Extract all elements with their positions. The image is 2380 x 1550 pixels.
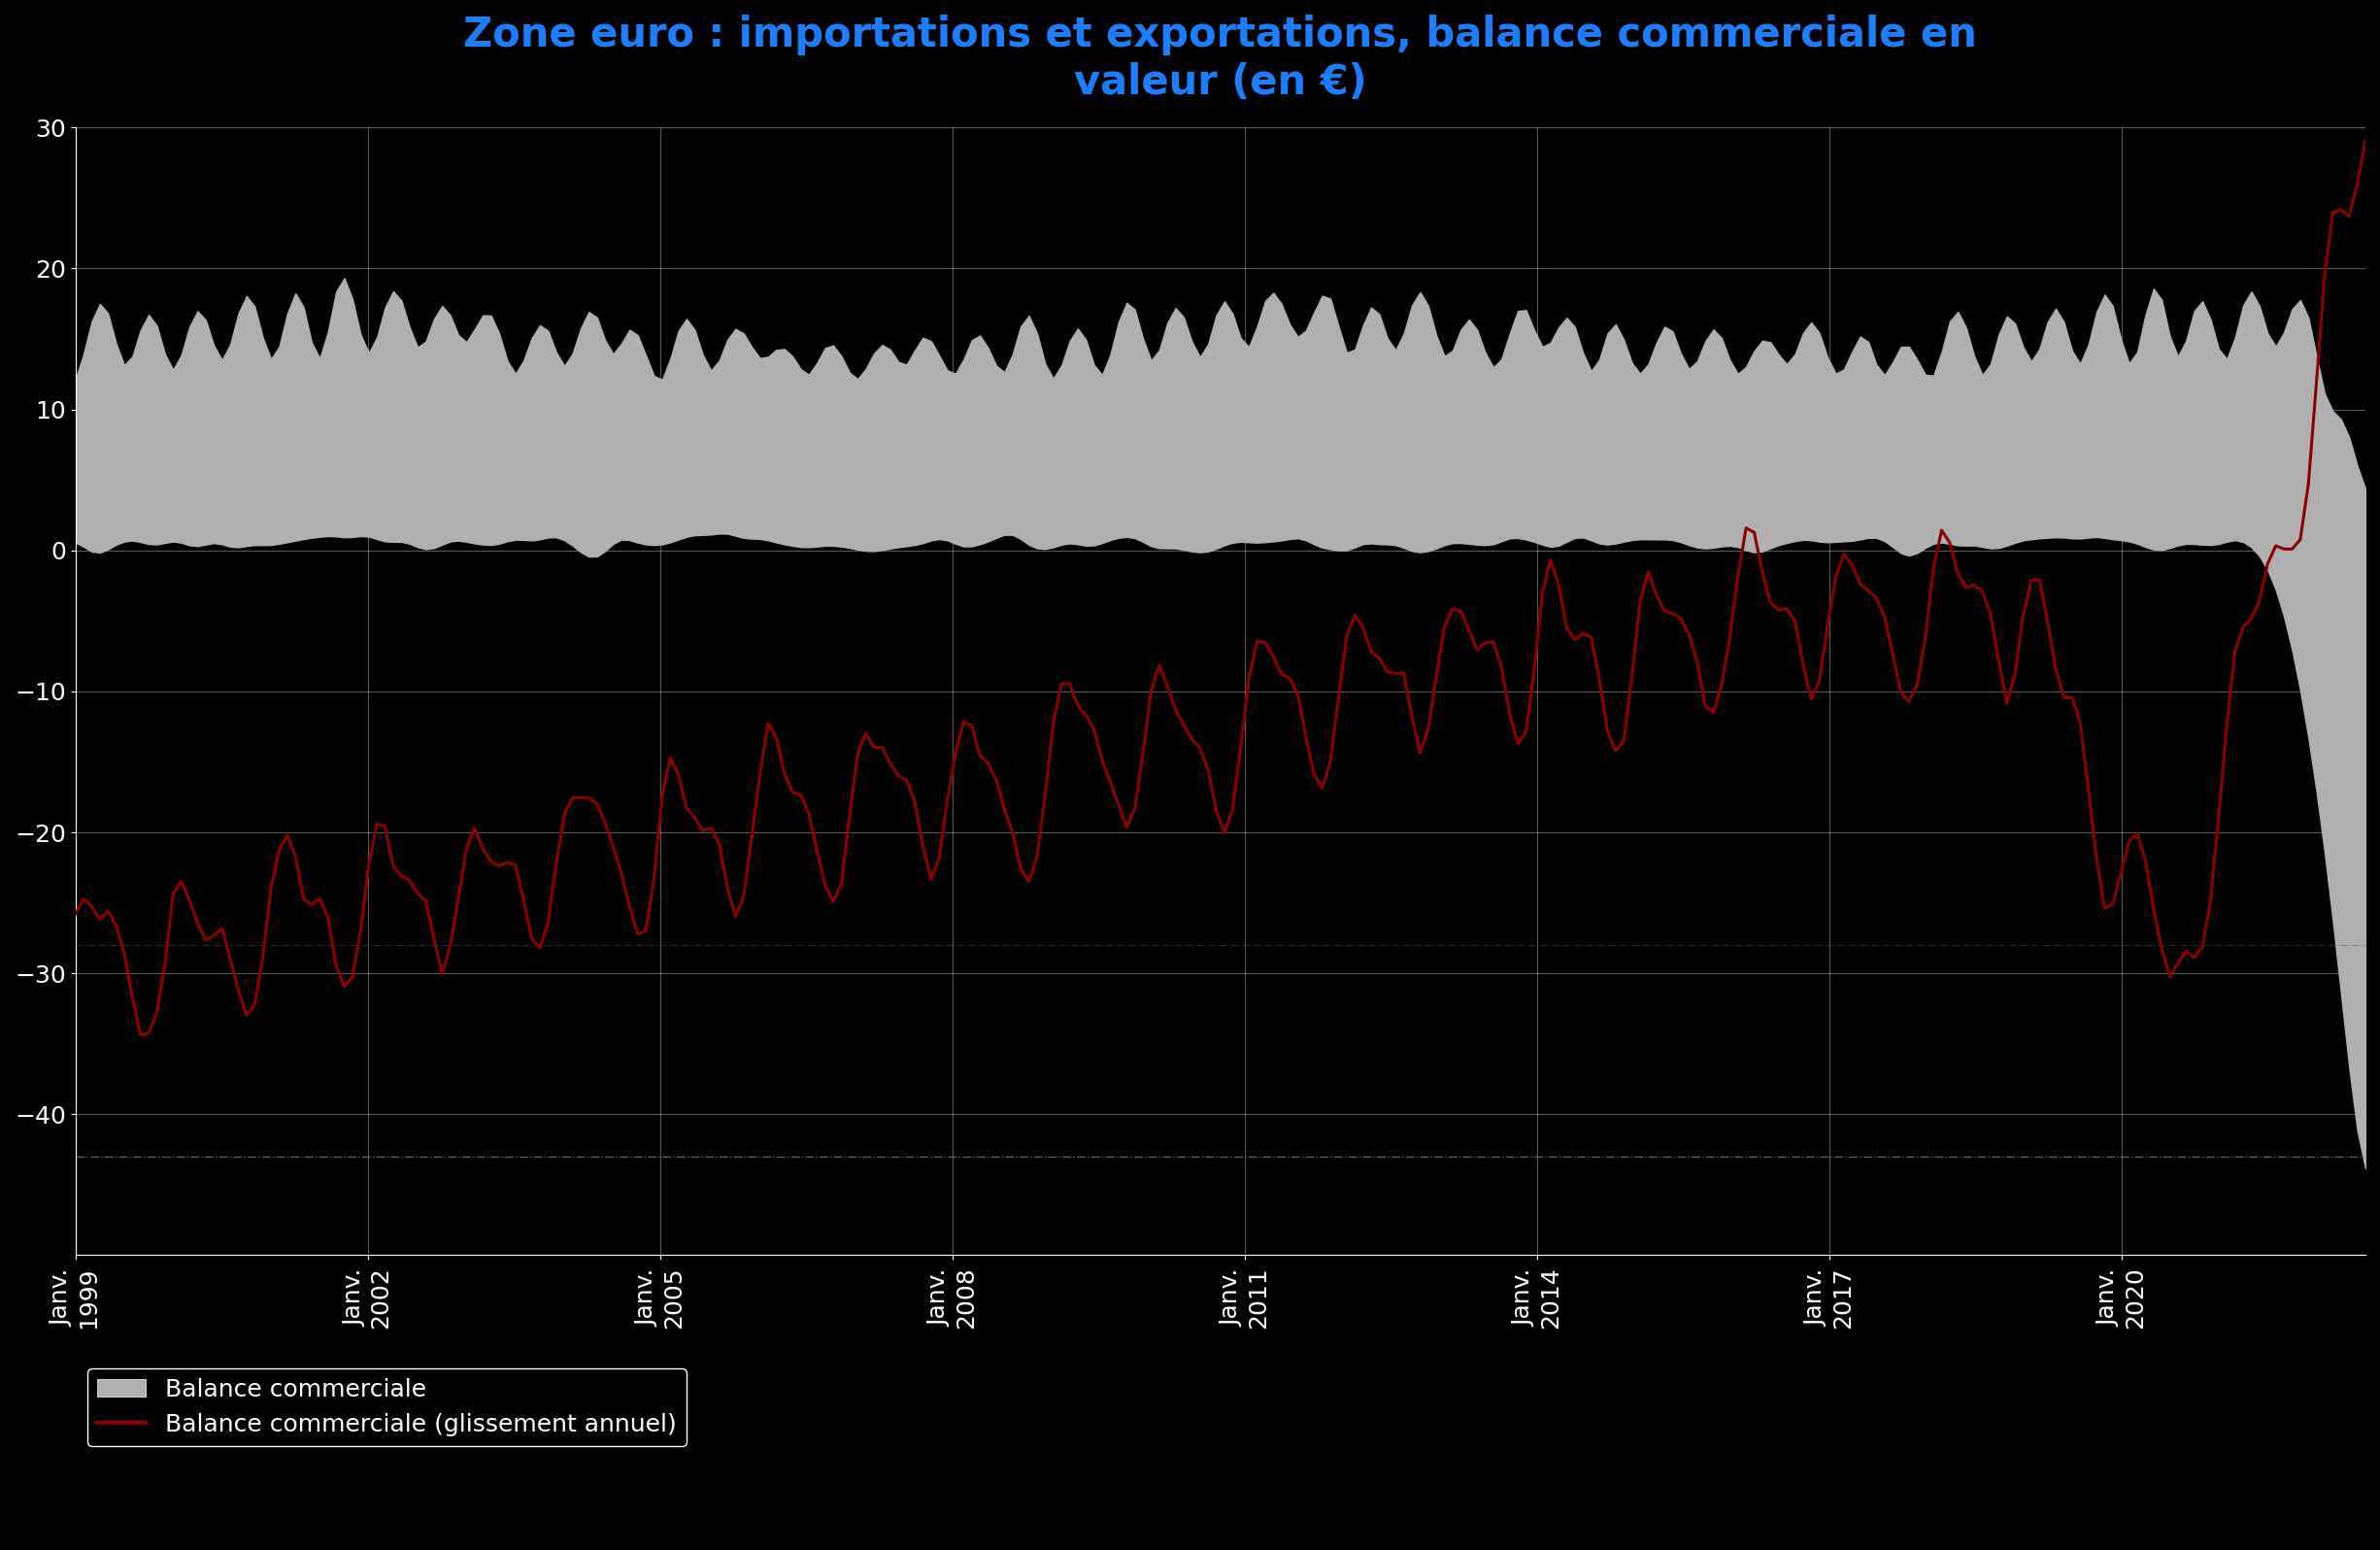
Title: Zone euro : importations et exportations, balance commerciale en
valeur (en €): Zone euro : importations et exportations… xyxy=(464,14,1978,102)
Legend: Balance commerciale, Balance commerciale (glissement annuel): Balance commerciale, Balance commerciale… xyxy=(88,1369,685,1446)
